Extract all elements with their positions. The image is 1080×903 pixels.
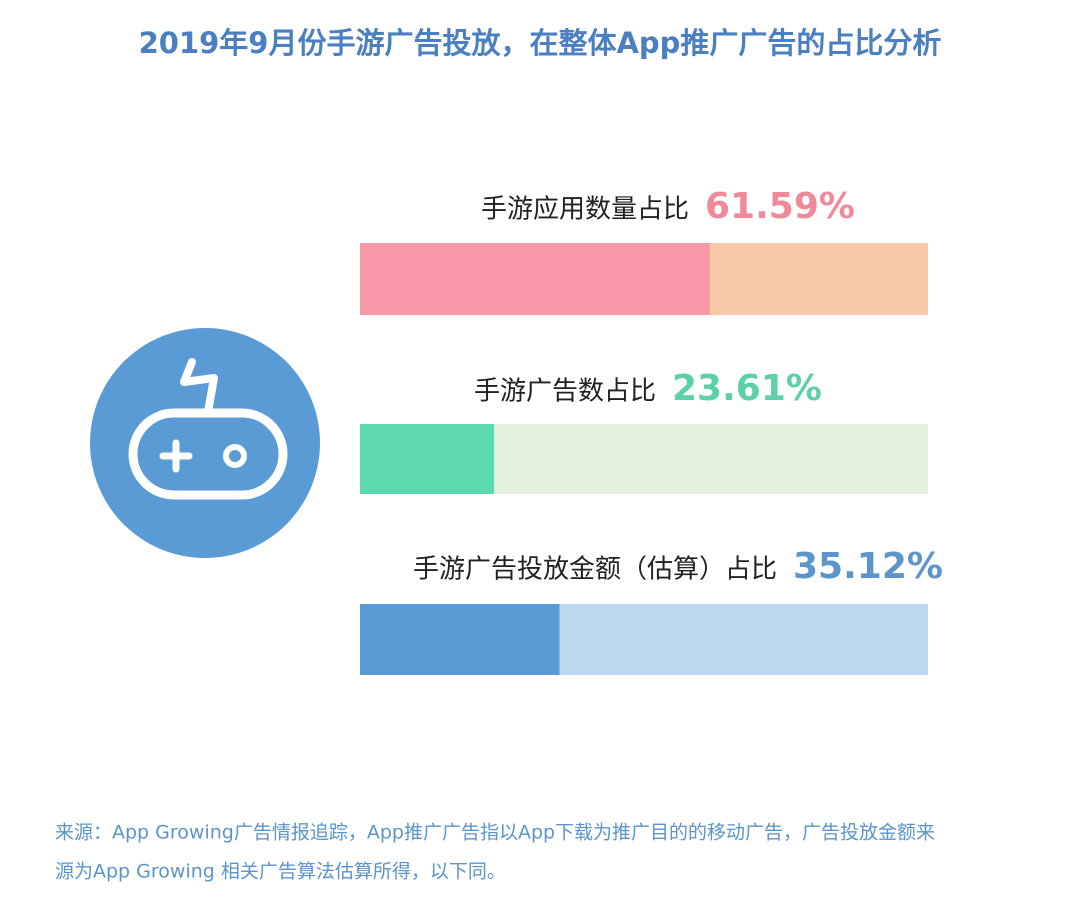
bar-label: 手游应用数量占比 [481,195,689,225]
bar-label: 手游广告投放金额（估算）占比 [413,555,777,585]
gamepad-icon [90,328,320,558]
bar [360,424,495,494]
value-label: 35.12% [793,546,943,587]
value-label: 61.59% [705,186,855,227]
bar [360,243,710,315]
source-note: 源为App Growing 相关广告算法估算所得，以下同。 [55,861,506,883]
chart-title: 2019年9月份手游广告投放，在整体App推广广告的占比分析 [139,26,942,60]
value-label: 23.61% [672,368,822,409]
bar-label: 手游广告数占比 [474,377,656,407]
bar [360,604,560,675]
source-note: 来源：App Growing广告情报追踪，App推广广告指以App下载为推广目的… [55,822,935,844]
